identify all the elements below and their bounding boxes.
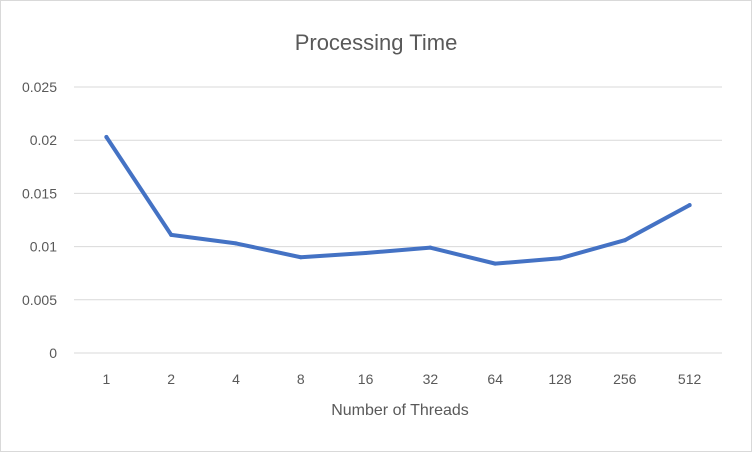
x-axis-ticks: 1 2 4 8 16 32 64 128 256 512 [103, 371, 702, 387]
x-axis-title: Number of Threads [331, 402, 469, 419]
x-tick-label: 16 [358, 371, 374, 387]
x-tick-label: 512 [678, 371, 702, 387]
data-point [234, 241, 238, 246]
gridlines [74, 86, 722, 354]
y-tick-label: 0.025 [22, 79, 57, 95]
y-tick-label: 0.005 [22, 292, 57, 308]
y-tick-label: 0.01 [30, 239, 57, 255]
x-tick-label: 32 [423, 371, 439, 387]
x-tick-label: 4 [232, 371, 240, 387]
series-line [104, 135, 692, 266]
y-tick-label: 0.02 [30, 132, 57, 148]
data-point [298, 255, 303, 260]
x-tick-label: 128 [548, 371, 572, 387]
data-point [622, 238, 627, 243]
data-point [104, 135, 109, 140]
data-point [558, 256, 562, 261]
chart-title: Processing Time [295, 30, 458, 55]
x-tick-label: 1 [103, 371, 111, 387]
y-axis-ticks: 0 0.005 0.01 0.015 0.02 0.025 [22, 79, 57, 361]
data-point [169, 232, 174, 237]
y-tick-label: 0.015 [22, 185, 57, 201]
data-point [687, 203, 692, 208]
x-tick-label: 8 [297, 371, 305, 387]
series-group [104, 135, 692, 266]
data-point [363, 250, 368, 255]
x-tick-label: 256 [613, 371, 637, 387]
x-tick-label: 2 [167, 371, 175, 387]
y-tick-label: 0 [49, 345, 57, 361]
data-point [493, 261, 498, 266]
x-tick-label: 64 [487, 371, 503, 387]
data-point [428, 245, 433, 250]
